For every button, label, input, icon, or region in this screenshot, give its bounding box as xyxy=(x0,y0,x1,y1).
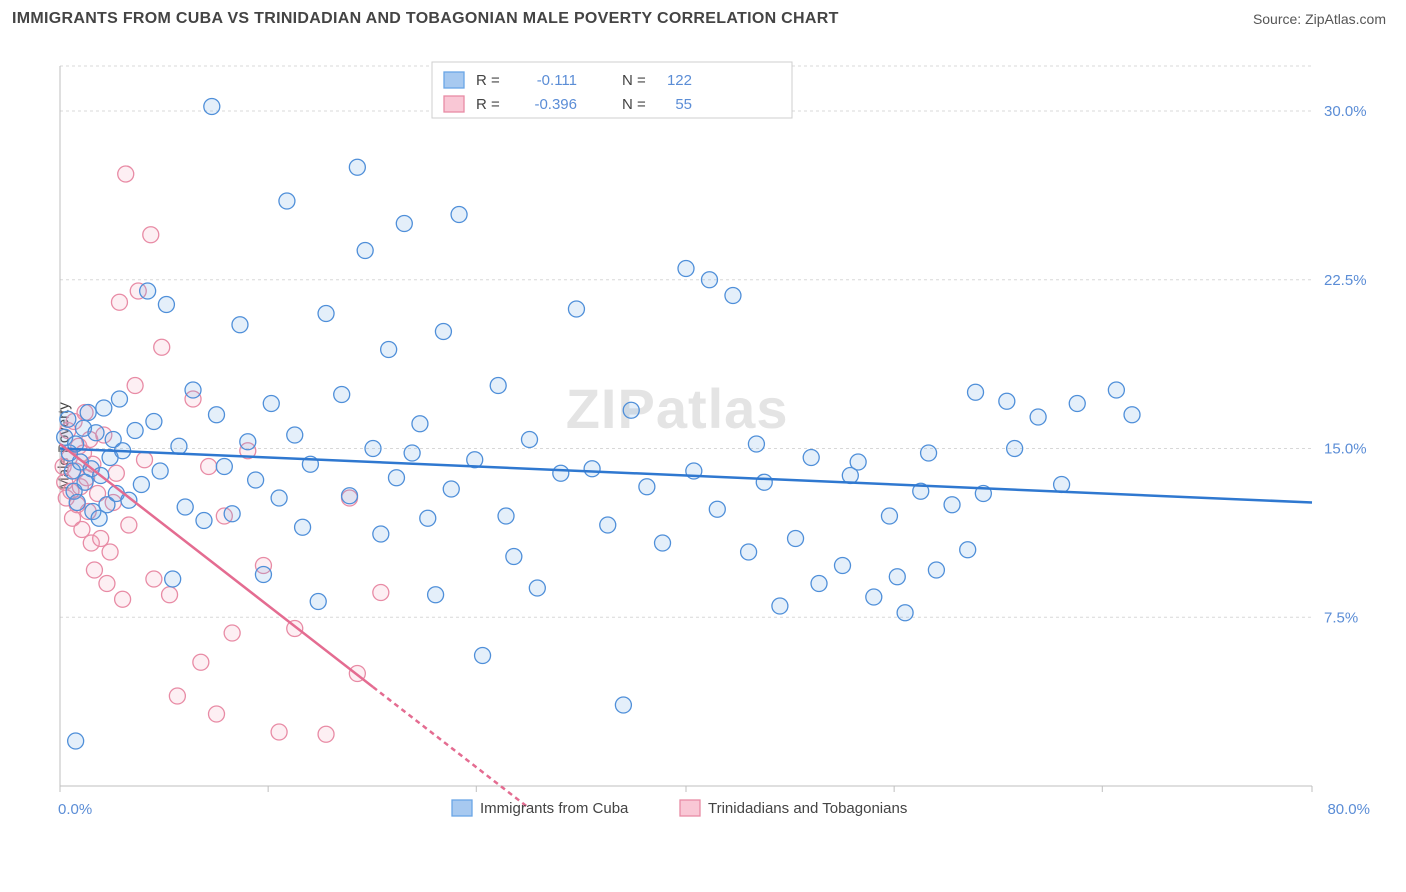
svg-text:N =: N = xyxy=(622,72,646,89)
svg-text:0.0%: 0.0% xyxy=(58,801,92,818)
svg-text:R =: R = xyxy=(476,72,500,89)
svg-text:15.0%: 15.0% xyxy=(1324,441,1367,458)
svg-text:Trinidadians and Tobagonians: Trinidadians and Tobagonians xyxy=(708,800,907,817)
svg-text:N =: N = xyxy=(622,96,646,113)
svg-text:R =: R = xyxy=(476,96,500,113)
svg-text:ZIPatlas: ZIPatlas xyxy=(566,377,789,440)
svg-text:7.5%: 7.5% xyxy=(1324,609,1358,626)
header: IMMIGRANTS FROM CUBA VS TRINIDADIAN AND … xyxy=(0,0,1406,34)
svg-text:-0.396: -0.396 xyxy=(534,96,577,113)
plot-area: ZIPatlas 7.5% 15.0% 22.5% 30.0% 0.0% 80.0% R = -… xyxy=(52,46,1382,826)
svg-text:122: 122 xyxy=(667,72,692,89)
svg-text:-0.111: -0.111 xyxy=(537,72,577,89)
svg-text:Immigrants from Cuba: Immigrants from Cuba xyxy=(480,800,629,817)
svg-text:30.0%: 30.0% xyxy=(1324,103,1367,120)
chart-svg: ZIPatlas 7.5% 15.0% 22.5% 30.0% 0.0% 80.0% R = -… xyxy=(52,46,1382,826)
chart-title: IMMIGRANTS FROM CUBA VS TRINIDADIAN AND … xyxy=(12,10,839,28)
svg-text:80.0%: 80.0% xyxy=(1327,801,1370,818)
svg-text:22.5%: 22.5% xyxy=(1324,272,1367,289)
source-label: Source: ZipAtlas.com xyxy=(1253,11,1386,27)
svg-text:55: 55 xyxy=(675,96,692,113)
